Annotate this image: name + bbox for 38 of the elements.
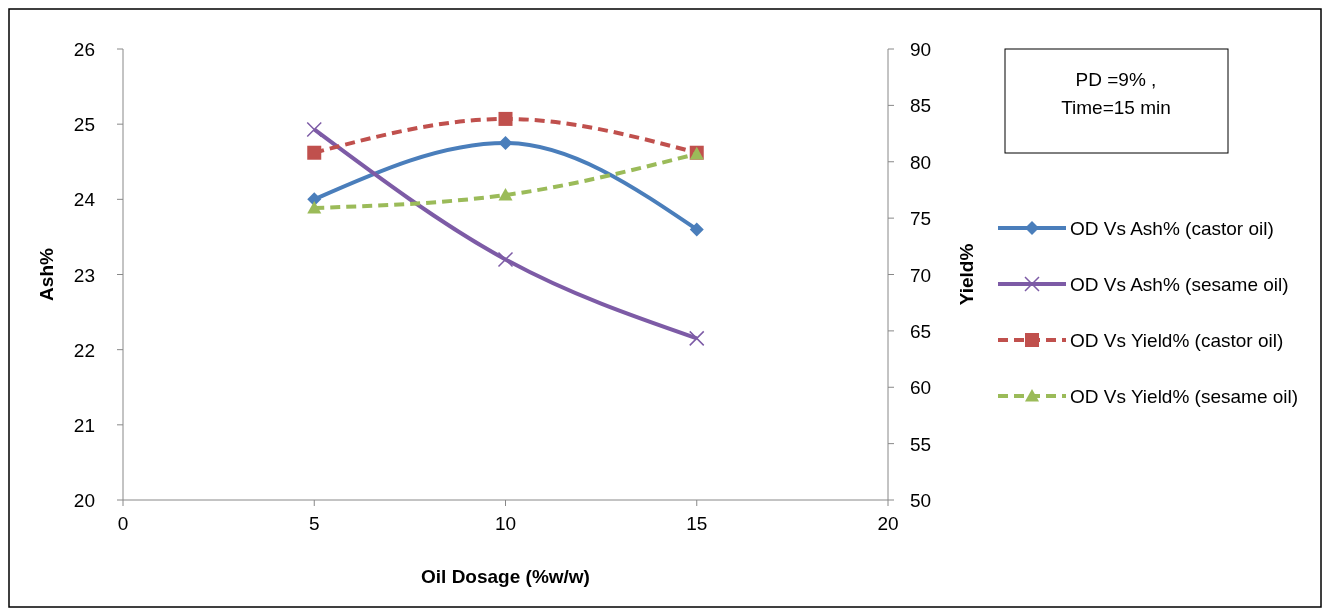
legend-label: OD Vs Yield% (castor oil) bbox=[1070, 330, 1284, 351]
point bbox=[497, 251, 514, 268]
y2-tick-label: 80 bbox=[910, 151, 932, 173]
y-tick-label: 22 bbox=[73, 339, 95, 361]
y2-tick-label: 60 bbox=[910, 377, 932, 399]
y-tick-label: 23 bbox=[73, 264, 95, 286]
legend-label: OD Vs Yield% (sesame oil) bbox=[1070, 386, 1299, 407]
y2-tick-label: 55 bbox=[910, 433, 932, 455]
point bbox=[498, 188, 513, 201]
y-tick-label: 25 bbox=[73, 114, 95, 136]
point bbox=[498, 111, 513, 126]
point bbox=[689, 330, 705, 347]
legend-label: OD Vs Ash% (sesame oil) bbox=[1070, 274, 1289, 295]
y2-tick-label: 70 bbox=[910, 264, 932, 286]
x-tick-label: 20 bbox=[877, 513, 899, 534]
x-tick-label: 5 bbox=[308, 513, 320, 534]
x-tick-label: 15 bbox=[686, 513, 708, 534]
point bbox=[306, 121, 322, 138]
y-tick-label: 26 bbox=[73, 39, 95, 60]
point bbox=[307, 200, 322, 214]
y2-tick-label: 75 bbox=[910, 208, 932, 230]
point bbox=[498, 135, 513, 150]
y2-tick-label: 90 bbox=[910, 39, 932, 60]
y-tick-label: 21 bbox=[73, 414, 95, 436]
y2-tick-label: 85 bbox=[910, 95, 932, 117]
y-tick-label: 24 bbox=[73, 189, 96, 211]
y2-tick-label: 65 bbox=[910, 320, 932, 342]
point bbox=[689, 222, 704, 237]
x-axis-title: Oil Dosage (%w/w) bbox=[421, 566, 590, 587]
legend-label: OD Vs Ash% (castor oil) bbox=[1070, 218, 1274, 239]
x-tick-label: 10 bbox=[494, 513, 517, 534]
y2-axis-title: Yield% bbox=[956, 243, 977, 306]
point bbox=[307, 145, 322, 160]
text: PD =9% , Time=15 min bbox=[1061, 69, 1171, 118]
y2-tick-label: 50 bbox=[910, 490, 932, 511]
y-axis-title: Ash% bbox=[36, 248, 57, 301]
y-tick-label: 20 bbox=[73, 490, 95, 511]
x-tick-label: 0 bbox=[117, 513, 129, 534]
